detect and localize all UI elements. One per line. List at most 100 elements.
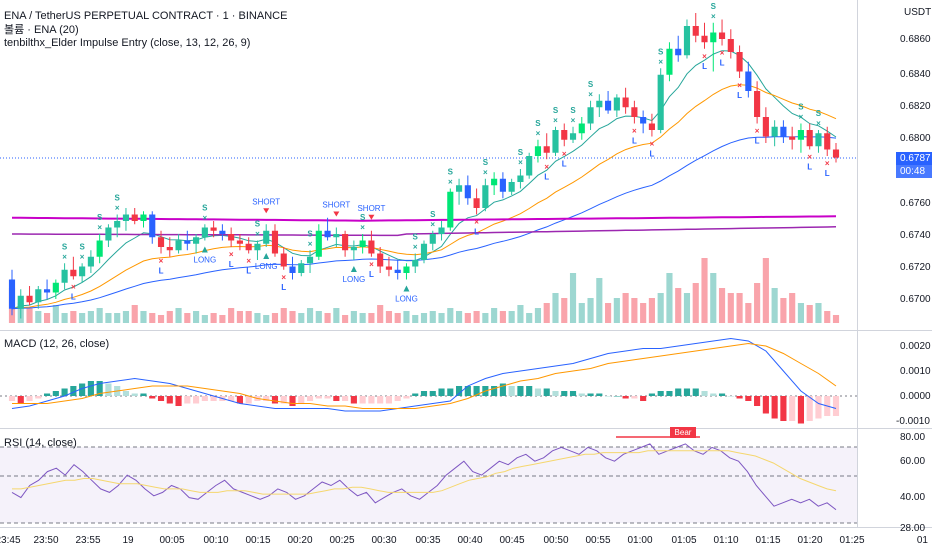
volume-bar: [569, 273, 577, 323]
macd-histogram-bar: [736, 396, 743, 399]
candle-body: [140, 214, 147, 221]
candle-body: [552, 130, 559, 153]
macd-line: [11, 337, 837, 412]
long-arrow-icon: [263, 253, 270, 259]
candle-body: [26, 295, 33, 303]
volume-bar: [26, 308, 33, 323]
volume-bar: [438, 313, 445, 323]
symbol-legend[interactable]: ENA / TetherUS PERPETUAL CONTRACT · 1 · …: [4, 10, 288, 22]
buy-signal-s: S: [535, 119, 541, 128]
macd-histogram-bar: [745, 396, 752, 401]
volume-bar: [236, 311, 243, 323]
candle-body: [122, 214, 130, 221]
buy-signal-s: S: [97, 213, 103, 222]
bear-label-box: [670, 427, 696, 438]
volume-bar: [315, 311, 322, 323]
volume-bar: [140, 311, 147, 323]
macd-histogram-bar: [727, 396, 734, 397]
volume-bar: [385, 311, 393, 323]
currency-label[interactable]: USDT: [904, 7, 931, 18]
volume-legend[interactable]: 볼륨 · ENA (20): [4, 24, 79, 36]
macd-histogram-bar: [596, 393, 603, 396]
short-label: SHORT: [357, 204, 385, 213]
short-arrow-icon: [368, 214, 375, 220]
short-label: SHORT: [252, 197, 280, 206]
candle-body: [79, 266, 86, 277]
candle-body: [412, 260, 419, 267]
macd-legend[interactable]: MACD (12, 26, close): [4, 338, 110, 350]
macd-histogram-bar: [622, 396, 629, 399]
short-label: SHORT: [322, 201, 350, 210]
volume-bar: [727, 293, 734, 323]
candle-body: [245, 243, 252, 251]
volume-bar: [578, 303, 585, 323]
volume-bar: [254, 313, 261, 323]
candle-body: [596, 100, 603, 108]
candle-body: [701, 35, 708, 43]
indicator-legend[interactable]: tenbilthx_Elder Impulse Entry (close, 13…: [4, 37, 251, 49]
volume-bar: [87, 311, 94, 323]
volume-bar: [149, 313, 156, 323]
macd-histogram-bar: [368, 396, 375, 404]
sell-signal-cross: ×: [632, 127, 637, 136]
candle-body: [131, 214, 138, 221]
macd-histogram-bar: [683, 388, 691, 396]
time-tick: 01:15: [755, 535, 780, 546]
long-arrow-icon: [201, 246, 208, 253]
buy-signal-s: S: [62, 242, 68, 251]
candle-body: [605, 100, 612, 111]
macd-histogram-bar: [61, 388, 68, 396]
time-tick: 00:30: [371, 535, 396, 546]
macd-tick: 0.0020: [900, 341, 931, 352]
time-tick: 00:50: [543, 535, 568, 546]
volume-bar: [289, 311, 296, 323]
macd-histogram-bar: [385, 396, 393, 404]
buy-signal-s: S: [307, 229, 313, 238]
candle-body: [815, 133, 822, 147]
macd-histogram-bar: [569, 391, 577, 396]
volume-bar: [342, 315, 349, 323]
volume-bar: [710, 273, 717, 323]
time-tick: 00:55: [585, 535, 610, 546]
volume-bar: [157, 315, 165, 323]
macd-histogram-bar: [52, 391, 59, 396]
volume-bar: [675, 288, 682, 323]
macd-histogram-bar: [455, 386, 463, 396]
buy-signal-s: S: [360, 213, 366, 222]
sell-signal-l: L: [562, 159, 567, 168]
macd-histogram-bar: [561, 391, 568, 396]
macd-histogram-bar: [210, 396, 217, 401]
sell-signal-cross: ×: [369, 260, 374, 269]
candle-body: [201, 227, 208, 238]
buy-signal-s: S: [483, 158, 489, 167]
candle-body: [578, 123, 585, 134]
time-axis[interactable]: 23:45 23:50 23:55 19 00:05 00:10 00:15 00:20 00:…: [0, 535, 928, 546]
sell-signal-l: L: [825, 169, 830, 178]
volume-bar: [640, 303, 647, 323]
buy-signal-s: S: [255, 220, 261, 229]
macd-histogram-bar: [754, 396, 761, 406]
volume-bar: [543, 303, 550, 323]
candle-body: [70, 269, 77, 277]
rsi-legend[interactable]: RSI (14, close): [4, 437, 77, 449]
volume-bar: [324, 313, 331, 323]
sell-signal-l: L: [246, 267, 251, 276]
volume-bar: [824, 311, 831, 323]
time-tick: 19: [122, 535, 134, 546]
macd-histogram-bar: [552, 391, 559, 396]
macd-histogram-bar: [87, 381, 94, 396]
volume-bar: [359, 313, 366, 323]
buy-signal-s: S: [588, 80, 594, 89]
volume-bar: [683, 293, 691, 323]
macd-histogram-bar: [263, 396, 270, 401]
volume-bar: [166, 311, 173, 323]
macd-histogram-bar: [377, 396, 384, 404]
buy-signal-s: S: [658, 47, 664, 56]
volume-bar: [61, 313, 68, 323]
buy-signal-s: S: [115, 194, 121, 203]
candle-body: [52, 282, 59, 293]
candle-series[interactable]: [8, 13, 840, 319]
volume-bar: [789, 293, 796, 323]
candle-body: [263, 230, 270, 244]
